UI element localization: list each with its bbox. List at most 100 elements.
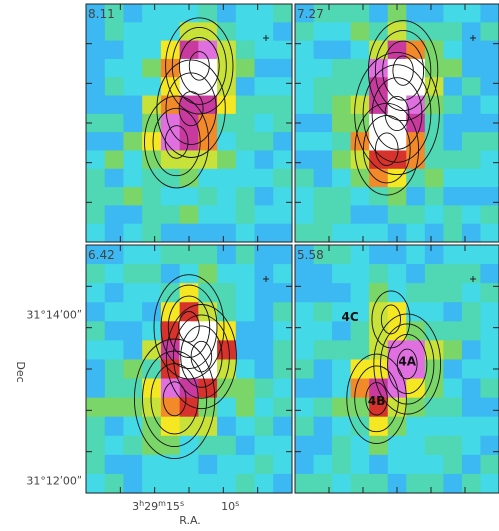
heatmap-cell: [123, 340, 143, 361]
heatmap-cell: [123, 378, 143, 399]
heatmap-cell: [179, 473, 199, 494]
heatmap-cell: [424, 223, 444, 243]
heatmap-cell: [254, 58, 274, 78]
heatmap-cell: [273, 205, 293, 225]
heatmap-cell: [387, 223, 407, 243]
heatmap-cell: [217, 40, 237, 60]
heatmap-cell: [198, 58, 218, 78]
heatmap-cell: [273, 113, 293, 133]
heatmap-cell: [480, 473, 499, 494]
heatmap-cell: [123, 302, 143, 322]
heatmap-cell: [313, 77, 333, 97]
heatmap-cell: [387, 397, 407, 418]
heatmap-cell: [235, 40, 256, 60]
heatmap-cell: [86, 245, 106, 265]
x-axis-label: R.A.: [179, 514, 201, 527]
contour-line: [367, 20, 439, 122]
heatmap-cell: [350, 397, 370, 418]
heatmap-cell: [254, 95, 274, 115]
heatmap-cell: [235, 416, 256, 437]
heatmap-cell: [273, 378, 293, 399]
heatmap-cell: [273, 454, 293, 475]
heatmap-cell: [217, 454, 237, 475]
heatmap-cell: [313, 283, 333, 303]
heatmap-cell: [179, 264, 199, 284]
heatmap-cell: [142, 187, 162, 206]
contour-line: [153, 274, 225, 380]
heatmap-cell: [480, 58, 499, 78]
heatmap-cell: [406, 435, 426, 456]
heatmap-cell: [406, 359, 426, 380]
heatmap-cell: [332, 58, 352, 78]
heatmap-cell: [443, 223, 463, 243]
heatmap-cell: [123, 4, 143, 23]
heatmap-cell: [406, 223, 426, 243]
heatmap-cell: [217, 187, 237, 206]
heatmap-cell: [273, 473, 293, 494]
heatmap-cell: [313, 397, 333, 418]
heatmap-cell: [123, 150, 143, 170]
source-marker-label: 4A: [398, 355, 416, 369]
contour-line: [382, 40, 425, 101]
heatmap-cell: [461, 416, 482, 437]
heatmap-cell: [217, 22, 237, 42]
heatmap-cell: [461, 435, 482, 456]
heatmap-cell: [480, 40, 499, 60]
heatmap-cell: [443, 435, 463, 456]
heatmap-cell: [217, 205, 237, 225]
heatmap-cell: [86, 168, 106, 188]
heatmap-cell: [142, 113, 162, 133]
heatmap-cell: [142, 77, 162, 97]
heatmap-cell: [332, 95, 352, 115]
heatmap-cell: [443, 187, 463, 206]
heatmap-cell: [350, 245, 370, 265]
heatmap-cell: [406, 113, 426, 133]
heatmap-cell: [461, 340, 482, 361]
contour-line: [162, 381, 187, 417]
heatmap-cell: [295, 283, 315, 303]
heatmap-cell: [295, 340, 315, 361]
heatmap-cell: [198, 205, 218, 225]
contour-line: [165, 72, 217, 145]
heatmap-cell: [179, 187, 199, 206]
heatmap-cell: [313, 378, 333, 399]
contour-line: [362, 115, 411, 184]
heatmap-cell: [443, 40, 463, 60]
heatmap-cell: [179, 132, 199, 152]
heatmap-cell: [235, 340, 256, 361]
heatmap-cell: [104, 416, 125, 437]
source-marker-label: 4B: [368, 394, 386, 408]
heatmap-cell: [254, 378, 274, 399]
heatmap-cell: [461, 150, 482, 170]
heatmap-cell: [160, 205, 181, 225]
heatmap-cell: [217, 4, 237, 23]
heatmap-cell: [86, 473, 106, 494]
heatmap-cell: [254, 132, 274, 152]
heatmap-cell: [123, 168, 143, 188]
heatmap-cell: [443, 283, 463, 303]
heatmap-cell: [461, 113, 482, 133]
heatmap-cell: [443, 4, 463, 23]
heatmap-cell: [369, 22, 389, 42]
heatmap-cell: [313, 95, 333, 115]
heatmap-cell: [104, 205, 125, 225]
heatmap-cell: [104, 168, 125, 188]
heatmap-cell: [406, 187, 426, 206]
heatmap-cell: [254, 359, 274, 380]
contour-line: [371, 290, 411, 349]
heatmap-cell: [295, 58, 315, 78]
heatmap-cell: [461, 454, 482, 475]
heatmap-cell: [387, 245, 407, 265]
heatmap-cell: [480, 359, 499, 380]
heatmap-cell: [217, 435, 237, 456]
heatmap-cell: [332, 283, 352, 303]
heatmap-cell: [217, 58, 237, 78]
heatmap-cell: [179, 150, 199, 170]
heatmap-cell: [332, 168, 352, 188]
heatmap-cell: [160, 4, 181, 23]
heatmap-cell: [443, 168, 463, 188]
heatmap-cell: [160, 187, 181, 206]
heatmap-cell: [295, 359, 315, 380]
contour-line: [188, 51, 210, 81]
heatmap-cell: [424, 283, 444, 303]
